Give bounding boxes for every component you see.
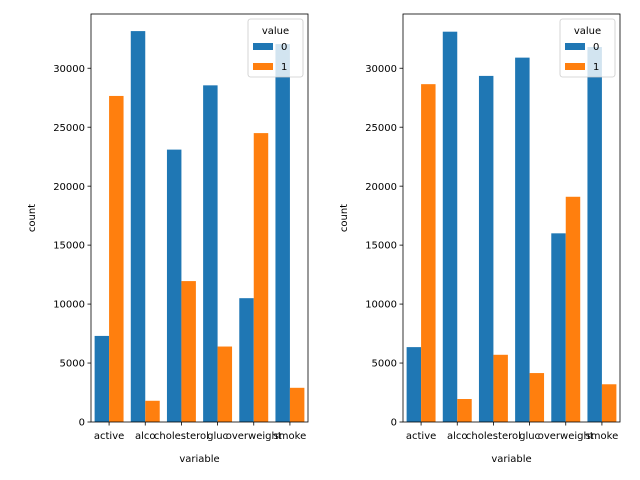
legend-title: value (574, 26, 601, 37)
x-axis-label: variable (179, 454, 219, 465)
y-tick-label: 5000 (372, 359, 397, 370)
bar-active-value-0 (94, 335, 110, 422)
bar-smoke-value-1 (289, 387, 305, 422)
bar-overweight-value-1 (253, 133, 269, 422)
y-tick-label: 20000 (365, 182, 397, 193)
bar-smoke-value-1 (601, 384, 617, 422)
legend-swatch-1 (253, 63, 273, 70)
legend-swatch-0 (253, 43, 273, 50)
y-tick-label: 0 (391, 418, 397, 429)
x-tick-label-active: active (406, 431, 436, 442)
x-axis-label: variable (491, 454, 531, 465)
bar-smoke-value-0 (587, 47, 602, 423)
chart-panel-1: 0 5000 10000 15000 20000 25000 30000 active alco… (27, 13, 309, 465)
bar-cholesterol-value-0 (166, 149, 182, 423)
bar-gluc-value-0 (515, 57, 530, 422)
y-axis-label: count (27, 204, 38, 232)
y-tick-label: 30000 (53, 64, 85, 75)
y-axis-label: count (339, 204, 350, 232)
x-tick-label-smoke: smoke (274, 431, 307, 442)
legend: value 0 1 (247, 18, 304, 78)
bar-gluc-value-1 (217, 346, 233, 422)
y-tick-label: 10000 (53, 300, 85, 311)
x-tick-label-active: active (94, 431, 124, 442)
bar-alco-value-0 (130, 31, 146, 422)
bar-smoke-value-0 (275, 44, 290, 422)
bar-cholesterol-value-0 (478, 75, 494, 422)
bar-cholesterol-value-1 (493, 354, 508, 422)
legend-box (247, 18, 304, 78)
bar-overweight-value-0 (239, 298, 254, 422)
y-tick-label: 30000 (365, 64, 397, 75)
x-tick-label-overweight: overweight (226, 431, 282, 442)
legend: value 0 1 (559, 18, 616, 78)
x-tick-label-overweight: overweight (538, 431, 594, 442)
legend-swatch-1 (565, 63, 585, 70)
bar-gluc-value-1 (529, 373, 545, 422)
legend-label-1: 1 (593, 62, 599, 73)
bar-overweight-value-1 (565, 196, 581, 422)
x-tick-label-cholesterol: cholesterol (154, 431, 209, 442)
y-tick-label: 0 (79, 418, 85, 429)
bar-gluc-value-0 (203, 85, 218, 422)
bar-alco-value-1 (145, 400, 160, 422)
y-tick-label: 5000 (60, 359, 85, 370)
legend-box (559, 18, 616, 78)
bar-active-value-0 (406, 347, 422, 422)
bar-alco-value-1 (457, 399, 472, 422)
x-tick-label-alco: alco (447, 431, 468, 442)
bar-active-value-1 (109, 95, 124, 422)
x-tick-label-gluc: gluc (519, 431, 540, 442)
plot-frame (90, 13, 309, 423)
legend-label-0: 0 (593, 42, 599, 53)
y-tick-label: 20000 (53, 182, 85, 193)
y-tick-label: 10000 (365, 300, 397, 311)
bar-cholesterol-value-1 (181, 281, 196, 422)
chart-panel-2: 0 5000 10000 15000 20000 25000 30000 active alco… (339, 13, 621, 465)
x-tick-label-smoke: smoke (586, 431, 619, 442)
bar-active-value-1 (421, 84, 436, 422)
legend-swatch-0 (565, 43, 585, 50)
plot-frame (402, 13, 621, 423)
x-tick-label-alco: alco (135, 431, 156, 442)
y-tick-label: 15000 (365, 241, 397, 252)
y-tick-label: 25000 (365, 123, 397, 134)
legend-label-0: 0 (281, 42, 287, 53)
legend-title: value (262, 26, 289, 37)
y-tick-label: 15000 (53, 241, 85, 252)
y-tick-label: 25000 (53, 123, 85, 134)
bar-overweight-value-0 (551, 233, 566, 422)
legend-label-1: 1 (281, 62, 287, 73)
bar-alco-value-0 (442, 31, 458, 422)
x-tick-label-cholesterol: cholesterol (466, 431, 521, 442)
x-tick-label-gluc: gluc (207, 431, 228, 442)
